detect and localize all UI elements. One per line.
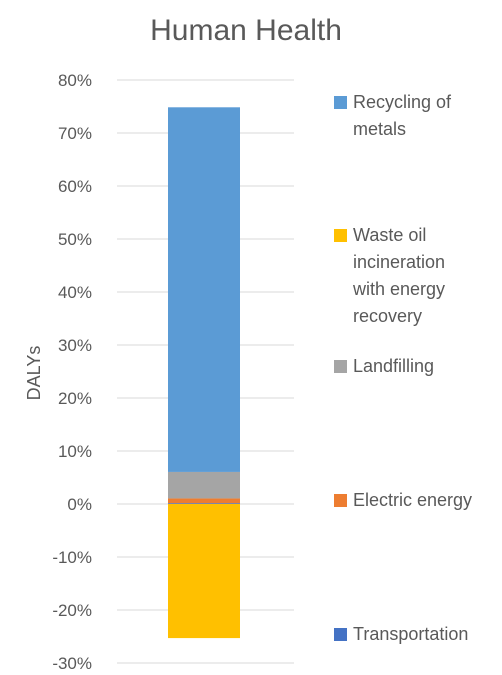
bar-segment [168,471,240,499]
bar-segment [168,503,240,505]
legend-label: recovery [353,306,422,326]
stacked-bar [168,107,240,639]
legend-label: Transportation [353,624,468,644]
y-axis-label: DALYs [24,346,44,401]
y-tick-label: 30% [58,336,92,355]
y-tick-label: -30% [52,654,92,673]
y-tick-label: 80% [58,71,92,90]
y-tick-label: 70% [58,124,92,143]
y-tick-label: 10% [58,442,92,461]
legend-label: incineration [353,252,445,272]
legend-label: with energy [352,279,445,299]
legend-label: metals [353,119,406,139]
legend-swatch [334,360,347,373]
bar-segment [168,504,240,639]
legend-swatch [334,229,347,242]
legend-swatch [334,96,347,109]
legend-label: Waste oil [353,225,426,245]
legend-swatch [334,628,347,641]
legend: Recycling of metals Waste oil incineration w… [334,92,472,644]
y-tick-label: -20% [52,601,92,620]
y-tick-label: 50% [58,230,92,249]
y-tick-label: 60% [58,177,92,196]
y-tick-labels: 80% 70% 60% 50% 40% 30% 20% 10% 0% -10% -20% -30% [52,71,92,673]
legend-label: Electric energy [353,490,472,510]
y-tick-label: 40% [58,283,92,302]
bar-segment [168,107,240,472]
y-tick-label: 0% [67,495,92,514]
y-tick-label: 20% [58,389,92,408]
legend-swatch [334,494,347,507]
legend-label: Recycling of [353,92,452,112]
chart-title: Human Health [150,14,342,47]
legend-label: Landfilling [353,356,434,376]
bar-segment [168,498,240,504]
y-tick-label: -10% [52,548,92,567]
